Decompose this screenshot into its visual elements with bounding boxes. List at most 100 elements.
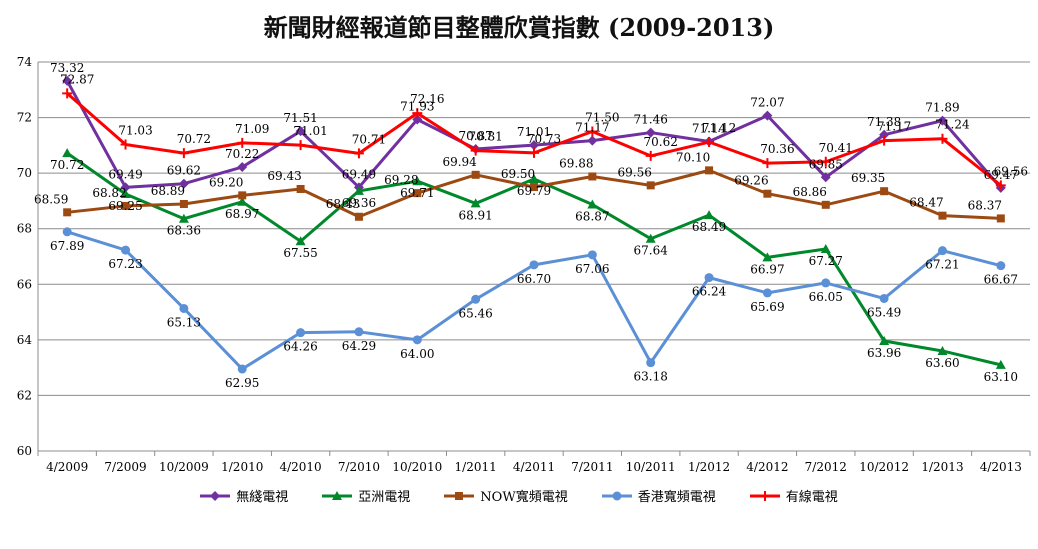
- legend-swatch: [444, 491, 475, 500]
- data-label: 65.49: [867, 305, 901, 319]
- data-label: 64.29: [342, 339, 376, 353]
- x-tick-label: 4/2011: [513, 460, 555, 474]
- data-point: [645, 127, 656, 138]
- data-label: 69.94: [442, 155, 477, 169]
- data-point: [821, 200, 830, 209]
- series-line: [66, 230, 1002, 371]
- data-label: 69.49: [108, 167, 142, 181]
- data-label: 69.25: [108, 199, 142, 213]
- data-label: 68.47: [909, 196, 943, 210]
- data-label: 71.93: [400, 100, 434, 114]
- data-point: [820, 156, 831, 167]
- data-label: 67.27: [809, 254, 843, 268]
- data-label: 67.55: [283, 246, 317, 260]
- y-tick-label: 60: [17, 444, 32, 458]
- data-point: [332, 490, 343, 500]
- data-label: 71.12: [702, 121, 736, 135]
- data-point: [820, 243, 831, 253]
- data-label: 69.85: [809, 157, 843, 171]
- data-label: 66.24: [692, 285, 727, 299]
- data-label: 70.87: [458, 129, 492, 143]
- data-point: [762, 288, 772, 298]
- data-label: 65.13: [167, 315, 201, 329]
- data-point: [210, 490, 221, 501]
- data-point: [178, 213, 189, 223]
- data-point: [646, 181, 655, 190]
- x-tick-label: 1/2013: [921, 460, 963, 474]
- legend-label: NOW寬頻電視: [480, 490, 568, 505]
- data-point: [612, 491, 622, 500]
- data-label: 72.07: [750, 96, 784, 110]
- series-layer: [62, 75, 1006, 374]
- data-point: [120, 139, 131, 150]
- data-label: 71.38: [867, 115, 901, 129]
- axis-layer: 60 62 64 66 68 70 72 74 4/2009 7/2009 10/2009 1/201…: [17, 55, 1031, 474]
- data-label: 71.24: [935, 118, 970, 132]
- data-label: 72.16: [410, 92, 444, 106]
- data-label: 70.72: [177, 132, 211, 146]
- data-point: [995, 180, 1006, 191]
- data-point: [762, 252, 773, 262]
- legend-swatch: [601, 491, 632, 500]
- data-label: 70.71: [352, 132, 386, 146]
- data-point: [587, 199, 598, 209]
- data-label: 64.26: [283, 340, 317, 354]
- data-label: 68.86: [793, 185, 827, 199]
- data-label: 71.46: [634, 113, 668, 127]
- data-label: 71.01: [293, 124, 327, 138]
- data-point: [412, 335, 422, 345]
- data-label: 66.67: [984, 273, 1018, 287]
- x-tick-label: 4/2013: [980, 460, 1022, 474]
- data-label-layer: 73.32 69.49 69.62 70.22 71.51 69.49 71.93 70.87…: [34, 61, 1028, 390]
- data-point: [237, 162, 248, 173]
- data-point: [820, 172, 831, 183]
- data-label: 70.72: [50, 158, 84, 172]
- data-label: 68.49: [692, 220, 726, 234]
- data-label: 67.89: [50, 239, 84, 253]
- data-label: 71.09: [235, 122, 269, 136]
- legend-label: 香港寬頻電視: [637, 490, 716, 505]
- legend-item: NOW寬頻電視: [444, 486, 568, 505]
- data-point: [937, 133, 948, 144]
- data-label: 71.50: [585, 110, 619, 124]
- x-tick-label: 4/2012: [746, 460, 788, 474]
- y-tick-label: 70: [17, 166, 32, 180]
- data-label: 70.41: [819, 141, 853, 155]
- data-point: [646, 358, 656, 368]
- legend-label: 有線電視: [785, 490, 838, 505]
- data-point: [179, 199, 188, 208]
- data-label: 63.10: [984, 370, 1018, 384]
- data-label: 70.62: [644, 135, 678, 149]
- data-label: 68.97: [225, 207, 259, 221]
- data-label: 62.95: [225, 376, 259, 390]
- data-point: [704, 210, 715, 220]
- x-tick-label: 7/2011: [571, 460, 613, 474]
- data-point: [879, 135, 890, 146]
- data-point: [296, 184, 305, 193]
- data-point: [996, 261, 1006, 271]
- data-point: [178, 178, 189, 189]
- y-tick-label: 72: [17, 111, 32, 125]
- data-label: 69.56: [618, 165, 652, 179]
- data-label: 72.87: [60, 72, 94, 86]
- data-label: 69.56: [994, 164, 1028, 178]
- data-point: [587, 126, 598, 137]
- data-point: [880, 187, 889, 196]
- data-label: 63.96: [867, 346, 901, 360]
- data-point: [179, 303, 189, 313]
- data-label: 69.43: [267, 169, 301, 183]
- data-point: [295, 236, 306, 246]
- data-point: [295, 140, 306, 151]
- data-point: [762, 110, 773, 121]
- data-label: 67.06: [575, 262, 609, 276]
- x-tick-label: 1/2012: [688, 460, 730, 474]
- data-point: [354, 327, 364, 337]
- data-label: 66.97: [750, 262, 784, 276]
- data-point: [296, 328, 306, 338]
- data-point: [937, 115, 948, 126]
- data-point: [412, 114, 423, 125]
- data-point: [470, 145, 481, 156]
- data-point: [529, 260, 539, 270]
- y-tick-label: 62: [17, 388, 32, 402]
- data-point: [63, 208, 72, 217]
